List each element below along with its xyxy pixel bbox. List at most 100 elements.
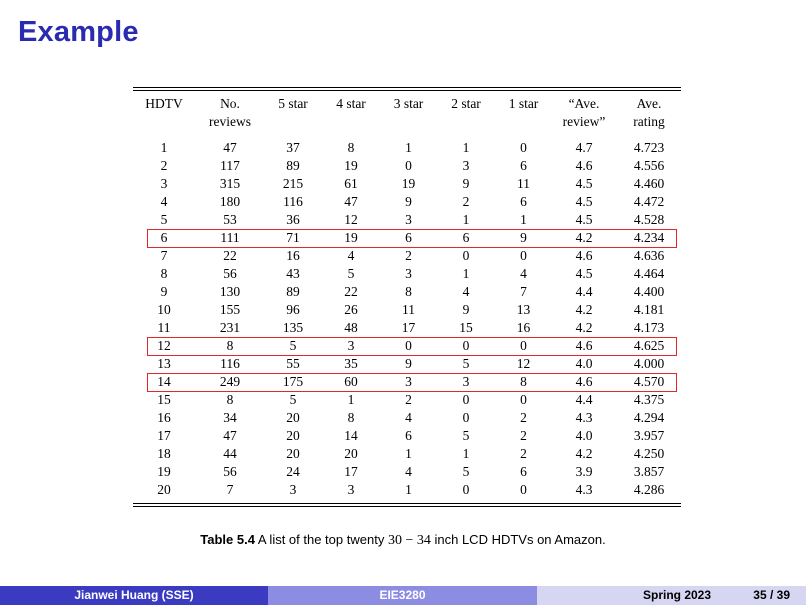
table-cell: 3.9 (575, 464, 593, 479)
table-cell: 9 (462, 176, 470, 191)
table-row: 16 34 20 8 4 0 2 4.3 4.294 (133, 409, 681, 427)
table-cell: 19 (344, 158, 358, 173)
table-cell: 47 (223, 428, 237, 443)
table-top-rule (133, 87, 681, 88)
table-row: 6 111 71 19 6 6 9 4.2 4.234 (133, 229, 681, 247)
table-row: 10 155 96 26 11 9 13 4.2 4.181 (133, 301, 681, 319)
table-cell: 4.4 (575, 284, 593, 299)
table-cell: 111 (220, 230, 240, 245)
table-cell: 1 (405, 140, 412, 155)
table-row: 7 22 16 4 2 0 0 4.6 4.636 (133, 247, 681, 265)
table-cell: 3 (347, 338, 355, 353)
table-cell: 4.0 (575, 428, 593, 443)
caption-math: 30 − 34 (387, 533, 431, 548)
table-cell: 2 (405, 248, 412, 263)
table-cell: 1 (520, 212, 527, 227)
table-cell: 56 (223, 464, 237, 479)
table-cell: 4.2 (575, 320, 593, 335)
hdtv-table: HDTV No. reviews 5 star 4 star 3 star 2 star 1 … (133, 91, 681, 503)
table-cell: 15 (157, 392, 171, 407)
table-row: 11 231 135 48 17 15 16 4.2 4.173 (133, 319, 681, 337)
table-cell: 315 (219, 176, 241, 191)
table-cell: 14 (157, 374, 171, 389)
table-cell: 47 (344, 194, 358, 209)
table-row: 14 249 175 60 3 3 8 4.6 4.570 (133, 373, 681, 391)
table-cell: 4.464 (633, 266, 665, 281)
table-cell: 4.0 (575, 356, 593, 371)
table-cell: 7 (520, 284, 527, 299)
column-header-text: “Ave. (568, 96, 600, 111)
table-cell: 14 (344, 428, 358, 443)
table-cell: 3 (289, 482, 297, 497)
column-header-text: HDTV (145, 96, 183, 111)
table-cell: 20 (344, 446, 358, 461)
table-top-rule-inner (133, 90, 681, 91)
table-cell: 55 (286, 356, 300, 371)
table-cell: 1 (462, 212, 470, 227)
table-cell: 4.2 (575, 230, 593, 245)
table-cell: 9 (462, 302, 470, 317)
column-header-text: Ave. (636, 96, 662, 111)
table-cell: 0 (520, 140, 527, 155)
table-cell: 36 (286, 212, 300, 227)
table-cell: 2 (405, 392, 412, 407)
table-cell: 10 (157, 302, 171, 317)
column-header: 2 star (436, 91, 496, 134)
table-cell: 4.2 (575, 302, 593, 317)
table-cell: 7 (160, 248, 168, 263)
column-header: No. reviews (195, 91, 265, 134)
table-cell: 24 (286, 464, 300, 479)
table-cell: 0 (520, 482, 527, 497)
table-cell: 0 (462, 410, 470, 425)
table-cell: 5 (462, 356, 470, 371)
table-cell: 53 (223, 212, 237, 227)
column-header: “Ave. review” (551, 91, 617, 134)
table-cell: 2 (520, 428, 527, 443)
table-cell: 130 (219, 284, 241, 299)
table-cell: 11 (157, 320, 171, 335)
table-cell: 0 (520, 248, 527, 263)
table-cell: 37 (286, 140, 300, 155)
table-cell: 4 (520, 266, 527, 281)
table-cell: 61 (344, 176, 358, 191)
table-cell: 11 (402, 302, 415, 317)
table-cell: 4.6 (575, 338, 593, 353)
table-cell: 5 (160, 212, 168, 227)
column-header: HDTV (133, 91, 195, 134)
table-cell: 6 (520, 158, 527, 173)
table-cell: 8 (160, 266, 168, 281)
table-cell: 22 (223, 248, 237, 263)
table-cell: 231 (219, 320, 241, 335)
table-cell: 17 (401, 320, 416, 335)
table-cell: 8 (405, 284, 412, 299)
table-cell: 6 (520, 464, 527, 479)
footer-date-page: Spring 2023 35 / 39 (537, 586, 806, 605)
table-cell: 0 (520, 392, 527, 407)
table-cell: 5 (347, 266, 355, 281)
table-cell: 12 (516, 356, 531, 371)
table-cell: 89 (286, 158, 300, 173)
column-header-text: review” (562, 114, 606, 129)
caption-text-after: inch LCD HDTVs on Amazon. (434, 532, 606, 547)
table-row: 1 47 37 8 1 1 0 4.7 4.723 (133, 134, 681, 157)
table-cell: 8 (520, 374, 527, 389)
table-cell: 4.723 (633, 140, 665, 155)
table-cell: 4.5 (575, 194, 593, 209)
table-cell: 44 (223, 446, 237, 461)
table-body: 1 47 37 8 1 1 0 4.7 4.723 2 117 89 19 0 3 6 4.6 4.556 3 315… (133, 134, 681, 503)
table-cell: 56 (223, 266, 237, 281)
table-cell: 1 (462, 446, 470, 461)
table-cell: 48 (344, 320, 358, 335)
table-cell: 4 (405, 410, 412, 425)
table-cell: 18 (157, 446, 171, 461)
table-cell: 13 (157, 356, 171, 371)
table-cell: 20 (157, 482, 171, 497)
table-cell: 4 (160, 194, 168, 209)
table-cell: 4 (405, 464, 412, 479)
table-cell: 180 (219, 194, 241, 209)
table-cell: 175 (282, 374, 304, 389)
hdtv-table-container: HDTV No. reviews 5 star 4 star 3 star 2 star 1 … (133, 87, 681, 507)
table-cell: 5 (462, 464, 470, 479)
table-cell: 8 (226, 392, 234, 407)
table-cell: 8 (347, 410, 355, 425)
